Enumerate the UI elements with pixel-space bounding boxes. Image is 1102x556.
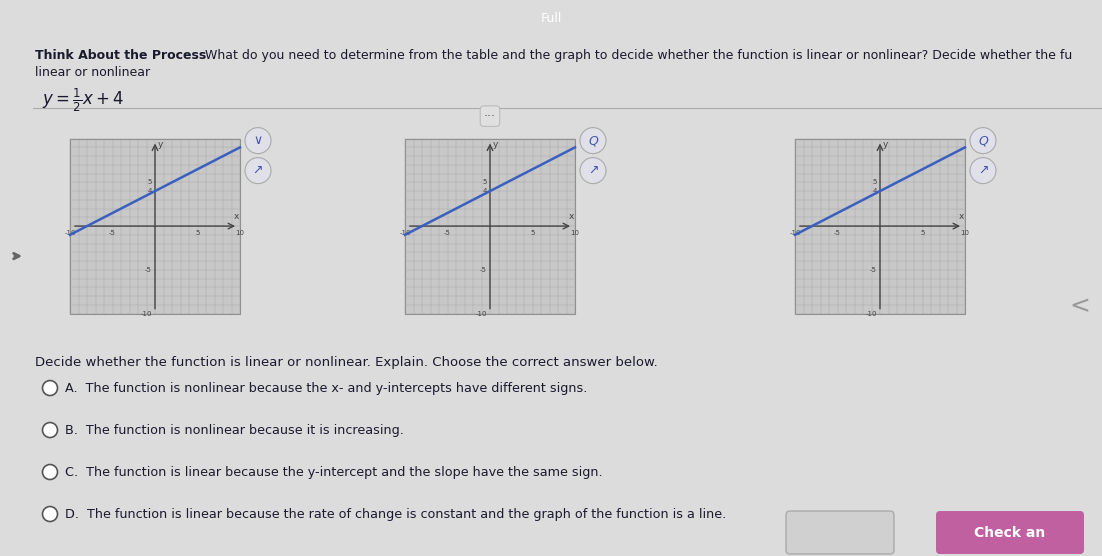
Text: B.  The function is nonlinear because it is increasing.: B. The function is nonlinear because it … (65, 424, 403, 436)
Circle shape (580, 128, 606, 153)
Circle shape (43, 464, 57, 479)
FancyBboxPatch shape (936, 511, 1084, 554)
Text: Think About the Process: Think About the Process (35, 49, 206, 62)
Text: 4: 4 (148, 188, 152, 194)
Text: 4: 4 (483, 188, 487, 194)
Text: -5: -5 (145, 267, 152, 273)
Text: -10: -10 (140, 311, 152, 316)
Text: 5: 5 (195, 230, 199, 236)
Text: Full: Full (540, 12, 562, 24)
Text: -5: -5 (834, 230, 841, 236)
Bar (795, 138, 965, 314)
Text: -10: -10 (399, 230, 411, 236)
Text: 5: 5 (530, 230, 534, 236)
Text: -5: -5 (871, 267, 877, 273)
Bar (71, 138, 240, 314)
Text: linear or nonlinear: linear or nonlinear (35, 66, 150, 79)
Text: C.  The function is linear because the y-intercept and the slope have the same s: C. The function is linear because the y-… (65, 465, 603, 479)
Text: y: y (883, 140, 888, 148)
Text: 5: 5 (873, 180, 877, 185)
Text: Q: Q (588, 134, 598, 147)
Circle shape (43, 380, 57, 395)
Text: ↗: ↗ (977, 164, 988, 177)
Circle shape (245, 157, 271, 183)
Text: Q: Q (979, 134, 987, 147)
Circle shape (245, 128, 271, 153)
Text: -10: -10 (865, 311, 877, 316)
Text: 5: 5 (483, 180, 487, 185)
Text: 5: 5 (920, 230, 925, 236)
Bar (406, 138, 575, 314)
Text: <: < (1070, 294, 1091, 318)
Circle shape (580, 157, 606, 183)
Text: ↗: ↗ (587, 164, 598, 177)
Circle shape (970, 128, 996, 153)
Text: -10: -10 (64, 230, 76, 236)
Text: D.  The function is linear because the rate of change is constant and the graph : D. The function is linear because the ra… (65, 508, 726, 520)
Text: x: x (234, 212, 239, 221)
Text: -5: -5 (444, 230, 451, 236)
Circle shape (970, 157, 996, 183)
Text: -10: -10 (789, 230, 801, 236)
Text: ···: ··· (484, 110, 496, 123)
FancyBboxPatch shape (786, 511, 894, 554)
Circle shape (43, 423, 57, 438)
Text: Check an: Check an (974, 526, 1046, 540)
Text: $y=\frac{1}{2}x+4$: $y=\frac{1}{2}x+4$ (42, 86, 123, 113)
Text: y: y (158, 140, 163, 148)
Text: What do you need to determine from the table and the graph to decide whether the: What do you need to determine from the t… (197, 49, 1072, 62)
Text: ∨: ∨ (253, 134, 262, 147)
Text: 10: 10 (961, 230, 970, 236)
Text: -5: -5 (480, 267, 487, 273)
Circle shape (43, 507, 57, 522)
Text: 4: 4 (873, 188, 877, 194)
Text: Decide whether the function is linear or nonlinear. Explain. Choose the correct : Decide whether the function is linear or… (35, 356, 658, 369)
Text: -10: -10 (475, 311, 487, 316)
Text: 10: 10 (571, 230, 580, 236)
Text: x: x (569, 212, 574, 221)
Text: x: x (959, 212, 964, 221)
Text: 5: 5 (148, 180, 152, 185)
Text: -5: -5 (109, 230, 116, 236)
Text: A.  The function is nonlinear because the x- and y-intercepts have different sig: A. The function is nonlinear because the… (65, 381, 587, 395)
Text: 10: 10 (236, 230, 245, 236)
Text: y: y (493, 140, 498, 148)
Text: ↗: ↗ (252, 164, 263, 177)
